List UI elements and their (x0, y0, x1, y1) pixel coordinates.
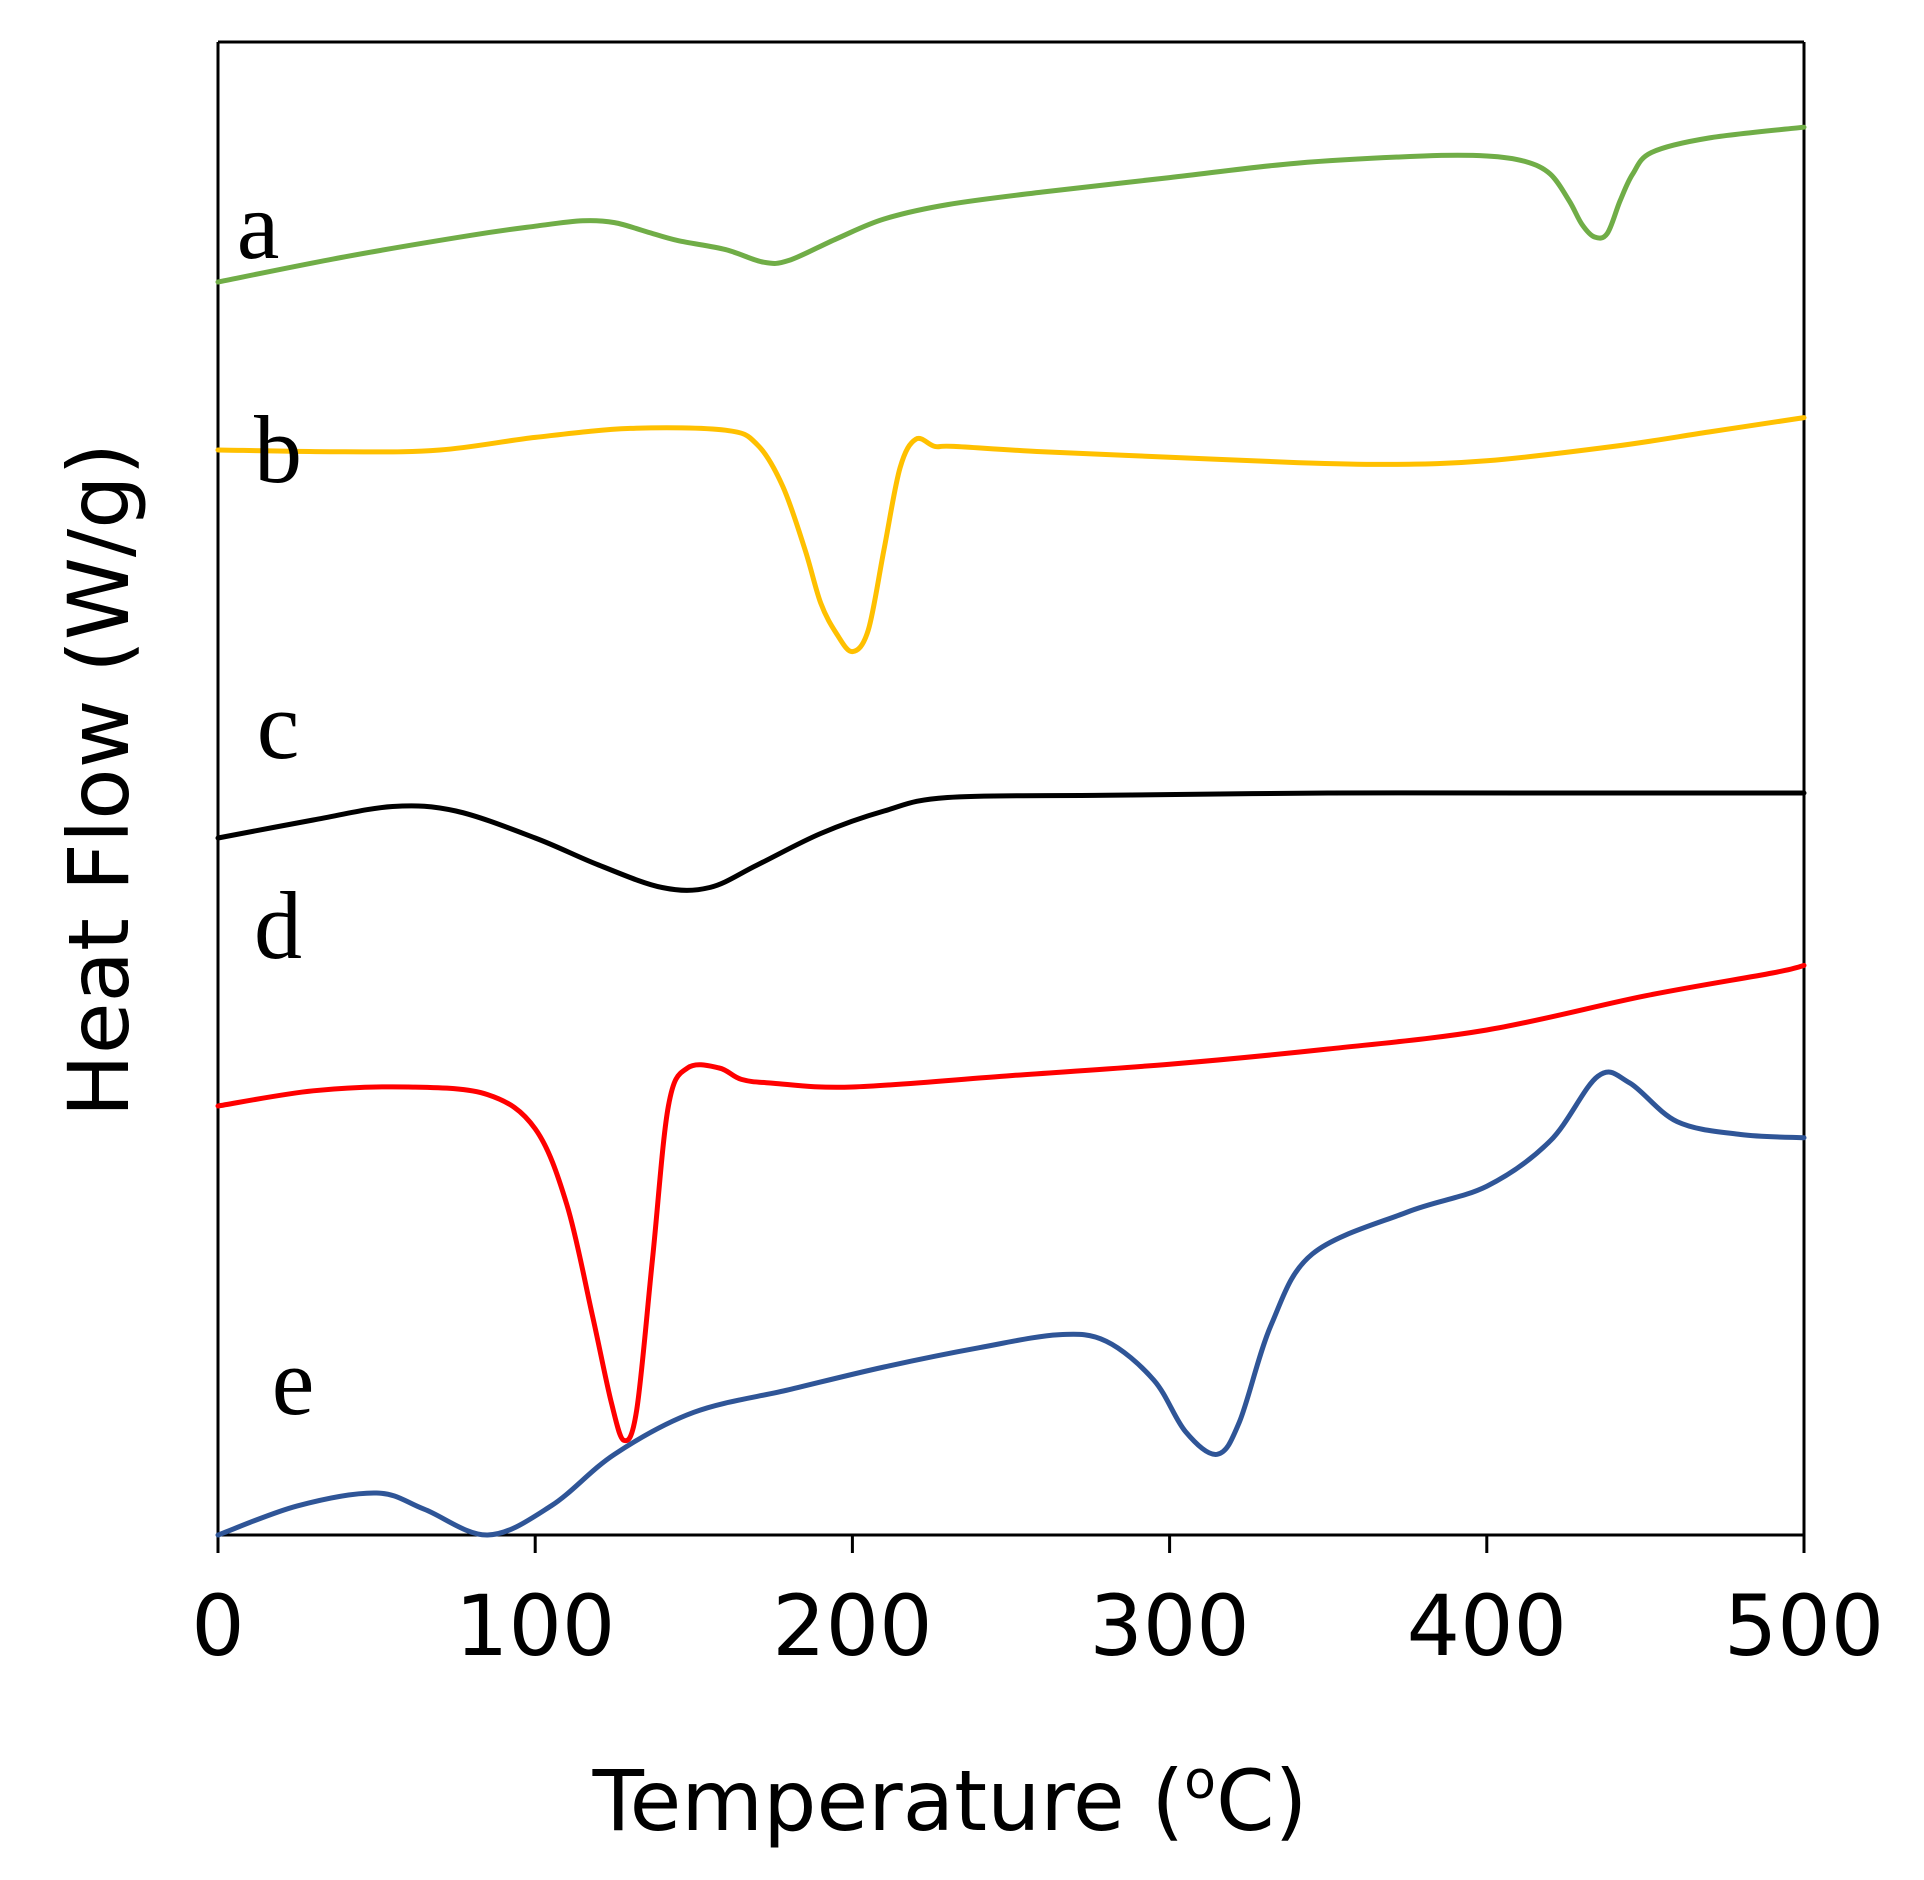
series-group (215, 124, 1807, 1538)
series-label-d: d (254, 872, 302, 979)
x-ticks: 0 100 200 300 400 500 (191, 1535, 1884, 1675)
y-axis-title: Heat Flow (W/g) (50, 443, 148, 1118)
x-tick-label-300: 300 (1089, 1577, 1249, 1675)
x-tick-label-500: 500 (1724, 1577, 1884, 1675)
series-label-e: e (272, 1328, 315, 1435)
series-line-a (215, 124, 1807, 285)
x-tick-label-400: 400 (1407, 1577, 1567, 1675)
series-line-d (215, 962, 1807, 1444)
series-label-b: b (254, 396, 302, 503)
series-label-a: a (237, 172, 280, 279)
x-tick-label-0: 0 (191, 1577, 244, 1675)
series-label-c: c (257, 672, 300, 779)
x-axis-title: Temperature (oC) (592, 1751, 1308, 1850)
x-tick-label-200: 200 (772, 1577, 932, 1675)
series-line-b (215, 415, 1807, 655)
series-line-e (215, 1069, 1807, 1538)
series-line-c (215, 790, 1807, 893)
series-labels: a b cd e (237, 172, 315, 1435)
x-tick-label-100: 100 (455, 1577, 615, 1675)
plot-frame (216, 40, 1806, 1537)
